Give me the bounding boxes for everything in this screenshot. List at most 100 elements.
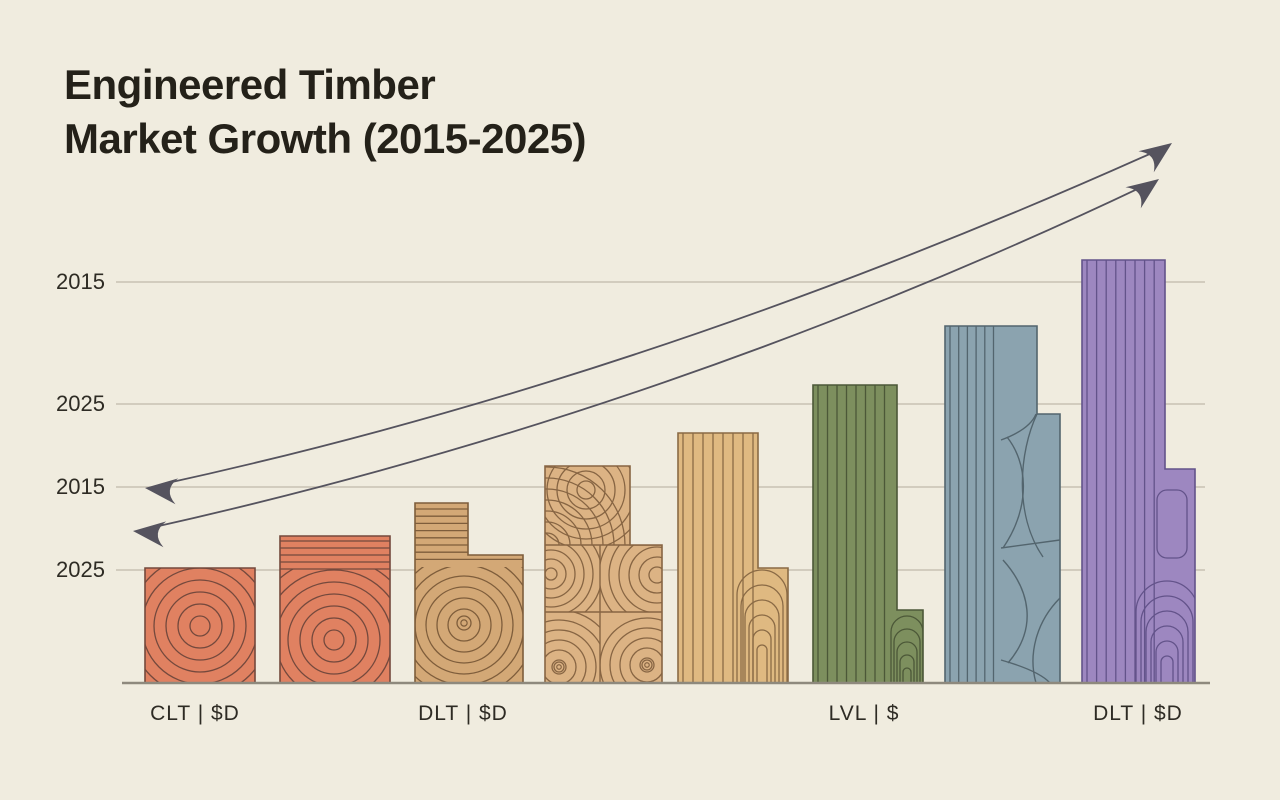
grain-curve <box>1000 413 1037 441</box>
grain-ring <box>280 581 390 683</box>
grain-arch <box>744 599 780 683</box>
y-axis-label: 2015 <box>56 269 105 294</box>
grain-ring-group <box>545 545 600 612</box>
grain-arch <box>1160 655 1174 683</box>
y-axis-label: 2015 <box>56 474 105 499</box>
grain-ring <box>551 659 567 675</box>
grain-curve <box>1000 539 1060 549</box>
wood-knot <box>556 664 562 670</box>
grain-ring <box>628 546 662 604</box>
x-axis-label: DLT | $D <box>418 702 508 725</box>
grain-arch <box>1140 595 1194 683</box>
grain-ring <box>545 639 587 683</box>
grain-arch <box>752 629 772 683</box>
grain-ring <box>608 545 662 612</box>
grain-ring-group <box>545 612 600 683</box>
grain-ring <box>545 549 576 599</box>
trend-arrow-line <box>162 147 1164 485</box>
grain-ring <box>609 627 662 683</box>
x-axis-label: DLT | $D <box>1093 702 1183 725</box>
chart-title-line2: Market Growth (2015-2025) <box>64 115 587 162</box>
bar-7-lvl <box>945 326 1060 683</box>
grain-ring <box>638 556 662 594</box>
bar-fill <box>145 568 255 683</box>
chart-title: Engineered Timber Market Growth (2015-20… <box>64 58 587 166</box>
grain-ring <box>545 499 593 545</box>
y-axis-label: 2025 <box>56 557 105 582</box>
grain-ring-group <box>415 567 523 683</box>
grain-ring <box>648 566 662 584</box>
grain-ring <box>436 597 492 653</box>
grain-ring <box>576 480 596 500</box>
grain-ring <box>545 545 585 608</box>
bar-8-dlt <box>1082 260 1195 683</box>
bar-fill <box>415 503 523 683</box>
wood-knot <box>644 662 650 668</box>
grain-arch <box>896 641 918 683</box>
wood-knot <box>641 659 653 671</box>
bar-fill <box>1082 260 1195 683</box>
grain-ring <box>545 466 630 540</box>
grain-ring-group <box>600 545 662 612</box>
bar-5-dlt <box>678 433 788 683</box>
grain-ring-group <box>280 569 390 683</box>
grain-arch <box>899 654 915 683</box>
grain-arch <box>748 614 776 683</box>
trend-arrow-head <box>145 478 179 505</box>
grain-ring <box>545 532 560 545</box>
grain-ring <box>280 569 390 683</box>
trend-arrow-head <box>1125 179 1159 209</box>
bar-fill <box>545 466 662 683</box>
bar-fill <box>813 385 923 683</box>
grain-curve <box>1032 597 1060 683</box>
grain-arch <box>893 628 921 683</box>
bar-1-clt <box>145 568 255 683</box>
grain-ring <box>299 605 369 675</box>
grain-ring <box>545 488 604 545</box>
grain-ring <box>177 603 223 649</box>
grain-ring <box>545 629 597 683</box>
grain-arch <box>1145 610 1189 683</box>
grain-arch <box>756 644 768 683</box>
trend-arrow-head <box>133 521 167 548</box>
grain-curve <box>1000 659 1051 683</box>
grain-ring <box>618 545 662 612</box>
grain-ring <box>566 470 606 510</box>
grain-ring <box>447 608 481 642</box>
chart-title-line1: Engineered Timber <box>64 61 436 108</box>
grain-ring <box>545 510 582 545</box>
grain-ring <box>545 477 615 545</box>
bar-fill <box>280 536 390 683</box>
wood-knot <box>553 661 565 673</box>
grain-ring <box>545 649 577 683</box>
bar-6-lvl <box>813 385 923 683</box>
grain-ring <box>600 617 662 683</box>
grain-ring <box>323 629 345 651</box>
x-axis-label: CLT | $D <box>150 702 240 725</box>
grain-curve <box>1002 436 1025 549</box>
grain-ring <box>415 575 514 675</box>
grain-ring <box>619 637 662 683</box>
grain-arch <box>1135 580 1195 683</box>
trend-arrow-head <box>1138 143 1172 173</box>
grain-ring-group <box>545 466 626 545</box>
bar-2-clt <box>280 536 390 683</box>
grain-ring <box>546 466 626 530</box>
bar-fill <box>945 326 1060 683</box>
wood-knot <box>460 619 468 627</box>
grain-ring-group <box>600 617 662 683</box>
grain-ring <box>545 466 626 545</box>
grain-ring <box>425 586 503 664</box>
grain-ring <box>311 617 357 663</box>
grain-arch <box>740 584 784 683</box>
grain-ring <box>287 593 381 683</box>
grain-ring <box>545 545 594 612</box>
grain-arch <box>902 667 912 683</box>
trend-arrow-line <box>149 182 1151 529</box>
y-axis-label: 2025 <box>56 391 105 416</box>
grain-ring <box>165 591 235 661</box>
grain-ring <box>189 615 211 637</box>
bar-4-dlt <box>545 466 662 683</box>
